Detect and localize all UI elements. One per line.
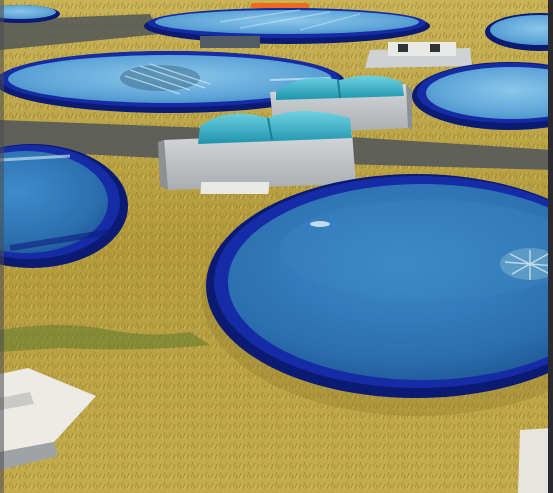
aerator: [500, 248, 553, 280]
pond-upper-left: [0, 51, 345, 113]
concrete-slab: [0, 368, 96, 470]
equipment-block-top: [365, 42, 472, 68]
pond-top-right: [485, 13, 553, 51]
shelter-front: [158, 111, 356, 194]
pond-foreground: [202, 174, 553, 416]
pond-top-center: [144, 8, 430, 48]
pond-mid-left: [0, 144, 128, 268]
video-progress-marker: [251, 3, 309, 8]
pond-top-left: [0, 5, 60, 23]
pond-mid-right: [412, 62, 553, 130]
